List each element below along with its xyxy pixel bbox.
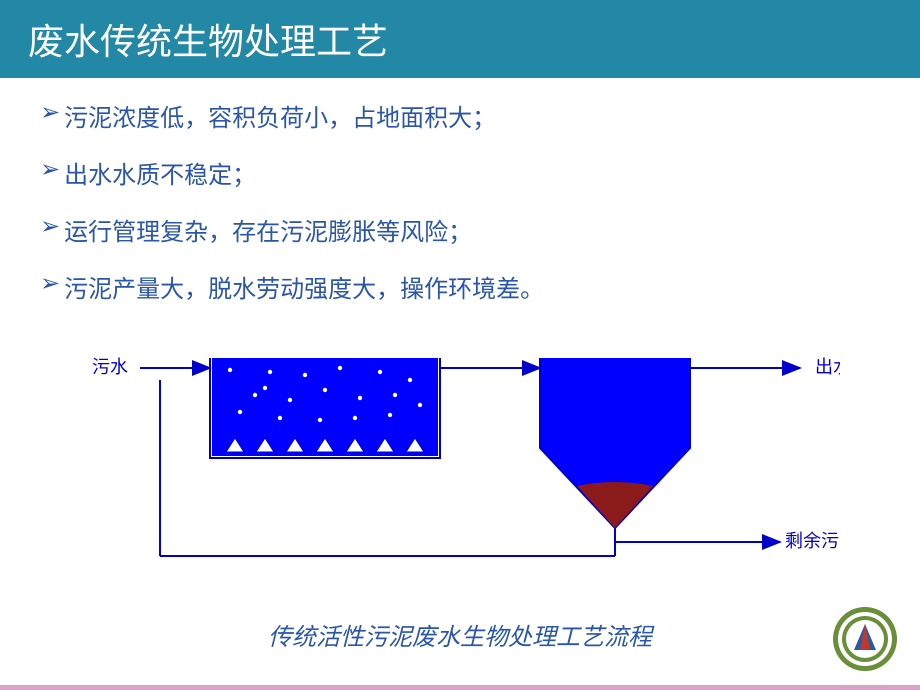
list-item: ➢ 污泥浓度低，容积负荷小，占地面积大； bbox=[40, 98, 920, 133]
bullet-text: 运行管理复杂，存在污泥膨胀等风险； bbox=[64, 212, 472, 247]
list-item: ➢ 运行管理复杂，存在污泥膨胀等风险； bbox=[40, 212, 920, 247]
footer-stripe bbox=[0, 685, 920, 690]
diagram-caption: 传统活性污泥废水生物处理工艺流程 bbox=[0, 617, 920, 652]
chevron-icon: ➢ bbox=[40, 155, 60, 184]
bullet-list: ➢ 污泥浓度低，容积负荷小，占地面积大； ➢ 出水水质不稳定； ➢ 运行管理复杂… bbox=[0, 78, 920, 304]
bullet-text: 出水水质不稳定； bbox=[64, 155, 256, 190]
institute-logo-icon bbox=[832, 606, 898, 672]
list-item: ➢ 污泥产量大，脱水劳动强度大，操作环境差。 bbox=[40, 269, 920, 304]
chevron-icon: ➢ bbox=[40, 98, 60, 127]
svg-text:剩余污泥: 剩余污泥 bbox=[785, 531, 840, 551]
bullet-text: 污泥浓度低，容积负荷小，占地面积大； bbox=[64, 98, 496, 133]
chevron-icon: ➢ bbox=[40, 269, 60, 298]
bullet-text: 污泥产量大，脱水劳动强度大，操作环境差。 bbox=[64, 269, 544, 304]
chevron-icon: ➢ bbox=[40, 212, 60, 241]
page-title: 废水传统生物处理工艺 bbox=[28, 13, 388, 65]
title-bar: 废水传统生物处理工艺 bbox=[0, 0, 920, 78]
svg-text:污水: 污水 bbox=[92, 357, 128, 377]
list-item: ➢ 出水水质不稳定； bbox=[40, 155, 920, 190]
process-diagram: 污水 出水剩余污泥 bbox=[0, 340, 920, 590]
svg-text:出水: 出水 bbox=[815, 357, 840, 377]
